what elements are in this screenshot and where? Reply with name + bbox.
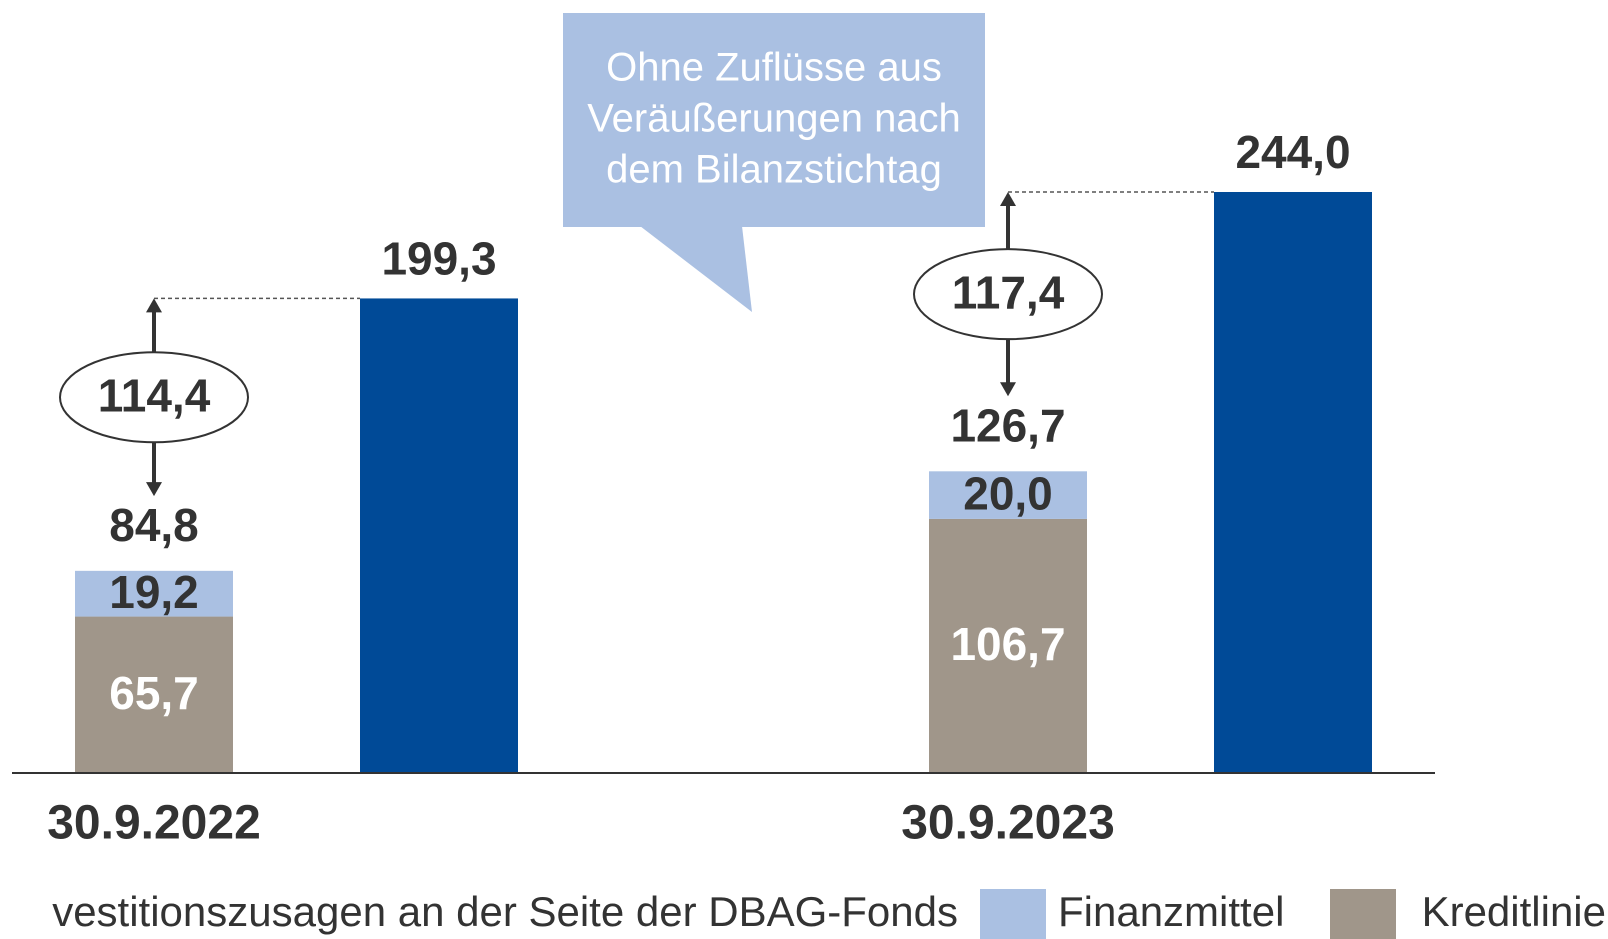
- bar: [360, 298, 518, 773]
- value-label: 19,2: [109, 566, 199, 618]
- value-label: 244,0: [1235, 126, 1350, 178]
- difference-bubble: [59, 351, 249, 444]
- value-label: 199,3: [381, 233, 496, 285]
- difference-label: 114,4: [98, 369, 211, 421]
- x-tick-label: 30.9.2022: [47, 797, 261, 850]
- bar-segment: [929, 518, 1087, 773]
- arrow-head: [1000, 192, 1016, 206]
- difference-label: 117,4: [952, 266, 1065, 318]
- arrow-head: [146, 298, 162, 313]
- bar-segment: [929, 471, 1087, 519]
- bar: [1214, 192, 1372, 773]
- annotation: dem Bilanzstichtag: [606, 148, 942, 192]
- legend-label: Finanzmittel: [1058, 888, 1284, 935]
- bar-segment: [75, 616, 233, 773]
- legend-label: vestitionszusagen an der Seite der DBAG-…: [52, 888, 958, 935]
- legend-label: Kreditlinie: [1422, 888, 1606, 935]
- legend-swatch: [980, 889, 1046, 939]
- value-label: 65,7: [109, 667, 199, 719]
- total-label: 126,7: [950, 399, 1065, 451]
- bar-segment: [75, 570, 233, 617]
- difference-bubble: [913, 248, 1103, 341]
- legend-swatch: [1330, 889, 1396, 939]
- value-label: 106,7: [950, 618, 1065, 670]
- total-label: 84,8: [109, 499, 199, 551]
- arrow-head: [146, 482, 162, 497]
- annotation: Veräußerungen nach: [587, 97, 961, 141]
- value-label: 20,0: [963, 467, 1053, 519]
- annotation: Ohne Zuflüsse aus: [606, 46, 942, 90]
- x-tick-label: 30.9.2023: [901, 797, 1115, 850]
- arrow-head: [1000, 382, 1016, 397]
- callout-tail: [640, 226, 752, 312]
- callout-box: [563, 13, 985, 227]
